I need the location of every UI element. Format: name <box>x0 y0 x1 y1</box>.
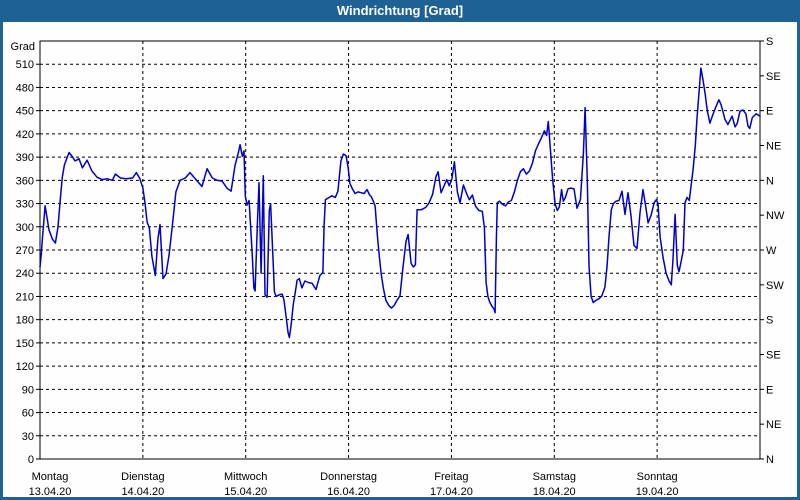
y-left-tick-label: 120 <box>16 361 34 373</box>
y-right-tick-label: NW <box>766 210 785 222</box>
y-right-tick-label: NE <box>766 141 781 153</box>
x-day-date-label: 16.04.20 <box>327 486 370 498</box>
y-left-tick-label: 480 <box>16 82 34 94</box>
x-day-name-label: Mittwoch <box>224 471 267 483</box>
y-left-tick-label: 360 <box>16 175 34 187</box>
y-right-tick-label: N <box>766 454 774 466</box>
y-left-tick-label: 420 <box>16 129 34 141</box>
x-day-name-label: Dienstag <box>121 471 164 483</box>
x-day-name-label: Montag <box>32 471 69 483</box>
wind-direction-series <box>39 67 761 339</box>
y-left-tick-label: 330 <box>16 199 34 211</box>
y-left-tick-label: 30 <box>22 431 34 443</box>
y-right-tick-label: W <box>766 245 777 257</box>
y-left-tick-label: 300 <box>16 222 34 234</box>
y-axis-title: Grad <box>11 41 35 53</box>
y-right-tick-label: SE <box>766 71 781 83</box>
y-right-tick-label: E <box>766 384 773 396</box>
x-day-name-label: Samstag <box>533 471 576 483</box>
x-day-name-label: Donnerstag <box>320 471 377 483</box>
x-day-date-label: 15.04.20 <box>224 486 267 498</box>
y-left-tick-label: 180 <box>16 315 34 327</box>
y-left-tick-label: 60 <box>22 408 34 420</box>
y-left-tick-label: 90 <box>22 384 34 396</box>
y-right-tick-label: NE <box>766 419 781 431</box>
x-day-date-label: 13.04.20 <box>29 486 72 498</box>
window-titlebar: Windrichtung [Grad] <box>0 0 800 22</box>
y-left-tick-label: 210 <box>16 291 34 303</box>
x-day-date-label: 18.04.20 <box>533 486 576 498</box>
y-left-tick-label: 390 <box>16 152 34 164</box>
x-day-date-label: 17.04.20 <box>430 486 473 498</box>
window-title: Windrichtung [Grad] <box>336 3 464 18</box>
y-right-tick-label: SE <box>766 350 781 362</box>
y-right-tick-label: S <box>766 315 773 327</box>
y-right-tick-label: S <box>766 36 773 48</box>
y-left-tick-label: 0 <box>28 454 34 466</box>
y-right-tick-label: SW <box>766 280 784 292</box>
x-day-date-label: 14.04.20 <box>121 486 164 498</box>
y-left-tick-label: 270 <box>16 245 34 257</box>
x-day-name-label: Freitag <box>434 471 468 483</box>
x-day-date-label: 19.04.20 <box>636 486 679 498</box>
y-right-tick-label: E <box>766 106 773 118</box>
x-day-name-label: Sonntag <box>637 471 678 483</box>
y-right-tick-label: N <box>766 175 774 187</box>
y-left-tick-label: 240 <box>16 268 34 280</box>
y-left-tick-label: 150 <box>16 338 34 350</box>
y-left-tick-label: 510 <box>16 59 34 71</box>
y-left-tick-label: 450 <box>16 106 34 118</box>
